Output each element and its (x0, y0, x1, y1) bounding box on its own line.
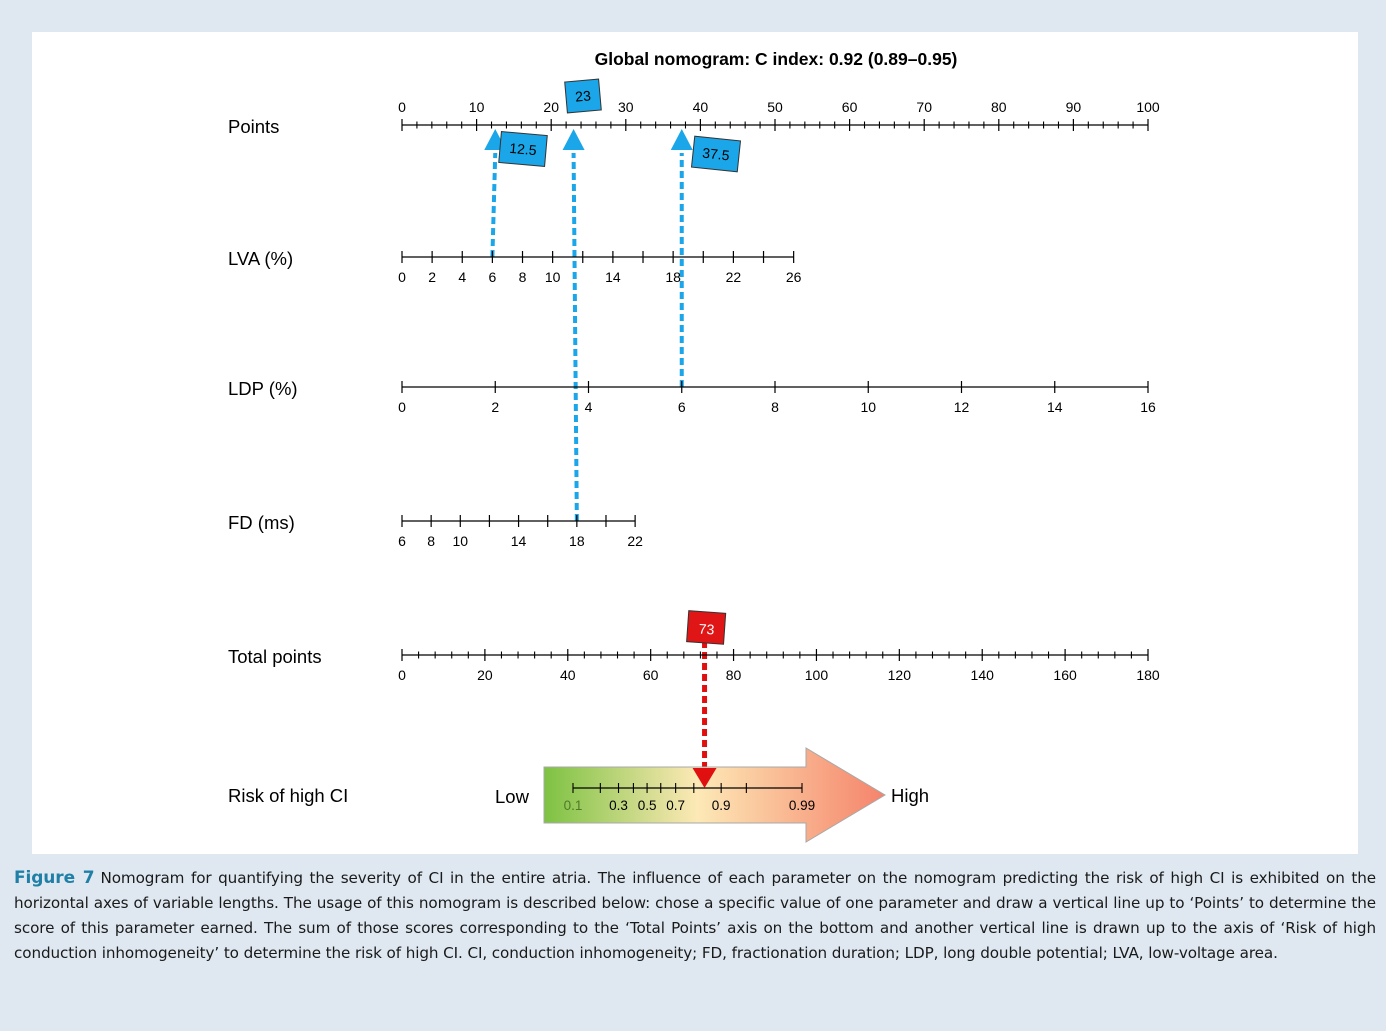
tick-label-fd: 18 (569, 533, 585, 549)
tick-label-total: 140 (971, 667, 995, 683)
tick-label-lva: 18 (665, 269, 681, 285)
tick-label-points: 80 (991, 99, 1007, 115)
tick-label-points: 0 (398, 99, 406, 115)
axis-label-lva: LVA (%) (228, 248, 293, 269)
arrow-head-fd (562, 129, 585, 150)
dashed-line-lva (490, 152, 498, 258)
risk-tick-label: 0.3 (609, 798, 628, 813)
tick-label-ldp: 4 (585, 399, 593, 415)
tick-label-total: 0 (398, 667, 406, 683)
tick-label-lva: 0 (398, 269, 406, 285)
value-box-bg (690, 135, 742, 173)
tick-label-ldp: 10 (860, 399, 876, 415)
tick-label-fd: 6 (398, 533, 406, 549)
risk-axis-label: Risk of high CI (228, 785, 348, 806)
value-box-fd: 23 (564, 78, 602, 114)
risk-tick-label: 0.5 (638, 798, 657, 813)
figure-panel: Points 0 10 20 30 40 50 60 70 80 90 100 LVA (%) 0 2 4 6 8… (32, 32, 1358, 854)
figure-caption: Figure 7 Nomogram for quantifying the sev… (14, 866, 1376, 966)
tick-label-total: 160 (1053, 667, 1077, 683)
tick-label-lva: 8 (519, 269, 527, 285)
tick-label-lva: 6 (488, 269, 496, 285)
tick-label-points: 60 (842, 99, 858, 115)
tick-label-total: 180 (1136, 667, 1160, 683)
value-box-text: 73 (698, 620, 715, 637)
tick-label-fd: 8 (427, 533, 435, 549)
tick-label-ldp: 2 (491, 399, 499, 415)
tick-label-total: 60 (643, 667, 659, 683)
tick-label-lva: 10 (545, 269, 561, 285)
tick-label-lva: 22 (726, 269, 742, 285)
tick-label-ldp: 16 (1140, 399, 1156, 415)
tick-label-points: 70 (916, 99, 932, 115)
risk-tick-label: 0.9 (712, 798, 731, 813)
tick-label-total: 100 (805, 667, 829, 683)
caption-label: Figure 7 (14, 868, 95, 888)
value-box-text: 37.5 (702, 145, 731, 164)
chart-title: Global nomogram: C index: 0.92 (0.89–0.9… (595, 49, 958, 69)
tick-label-ldp: 0 (398, 399, 406, 415)
value-box-text: 23 (575, 87, 592, 104)
tick-label-points: 10 (469, 99, 485, 115)
tick-label-points: 30 (618, 99, 634, 115)
risk-tick-label: 0.7 (666, 798, 685, 813)
tick-label-fd: 14 (511, 533, 527, 549)
risk-high-label: High (891, 785, 929, 806)
tick-label-lva: 26 (786, 269, 802, 285)
value-box-bg (498, 131, 548, 167)
arrow-head-ldp (670, 129, 693, 150)
tick-label-lva: 4 (458, 269, 466, 285)
value-box-bg (564, 78, 602, 114)
tick-label-ldp: 8 (771, 399, 779, 415)
value-box-ldp: 37.5 (690, 135, 742, 173)
tick-label-points: 90 (1066, 99, 1082, 115)
value-box-total: 73 (686, 610, 727, 645)
tick-label-points: 100 (1136, 99, 1160, 115)
tick-label-total: 80 (726, 667, 742, 683)
caption-text: Nomogram for quantifying the severity of… (14, 869, 1376, 962)
risk-tick-label: 0.99 (789, 798, 815, 813)
dashed-line-fd (571, 152, 579, 522)
tick-label-lva: 14 (605, 269, 621, 285)
tick-label-total: 40 (560, 667, 576, 683)
tick-label-points: 50 (767, 99, 783, 115)
tick-label-fd: 10 (452, 533, 468, 549)
value-box-lva: 12.5 (498, 131, 548, 167)
arrow-head-total (692, 768, 717, 788)
axis-label-points: Points (228, 116, 279, 137)
risk-low-label: Low (495, 786, 530, 807)
tick-label-points: 40 (693, 99, 709, 115)
tick-label-ldp: 6 (678, 399, 686, 415)
axis-label-total: Total points (228, 646, 322, 667)
value-box-bg (686, 610, 727, 645)
tick-label-fd: 22 (627, 533, 643, 549)
tick-label-total: 120 (888, 667, 912, 683)
tick-label-lva: 2 (428, 269, 436, 285)
axis-label-fd: FD (ms) (228, 512, 295, 533)
tick-label-total: 20 (477, 667, 493, 683)
tick-label-points: 20 (543, 99, 559, 115)
risk-gradient-arrow (543, 747, 886, 843)
axis-label-ldp: LDP (%) (228, 378, 298, 399)
value-box-text: 12.5 (509, 140, 538, 158)
tick-label-ldp: 14 (1047, 399, 1063, 415)
tick-label-ldp: 12 (954, 399, 970, 415)
risk-tick-label: 0.1 (564, 798, 583, 813)
